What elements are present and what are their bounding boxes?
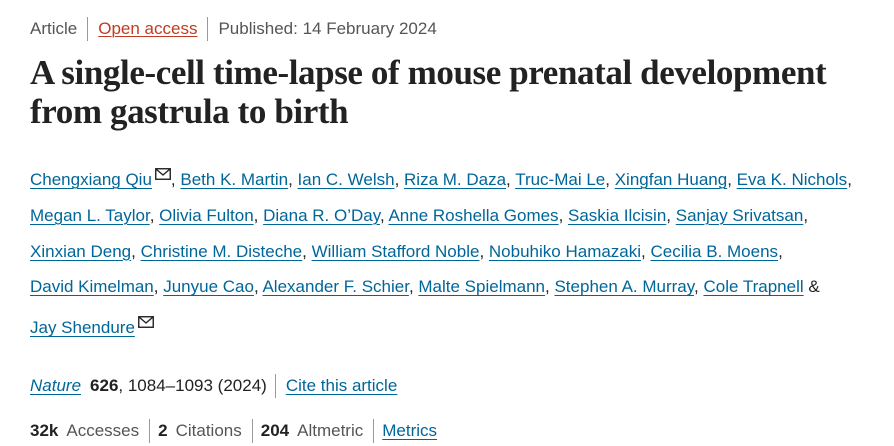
author-link[interactable]: Chengxiang Qiu	[30, 170, 152, 189]
author-link[interactable]: Ian C. Welsh	[297, 170, 395, 189]
mail-icon[interactable]	[154, 157, 171, 193]
author-list: Chengxiang Qiu, Beth K. Martin, Ian C. W…	[30, 157, 882, 346]
author-link[interactable]: Megan L. Taylor	[30, 205, 150, 225]
author-separator: ,	[803, 205, 809, 225]
author-link[interactable]: Stephen A. Murray	[554, 277, 695, 297]
author-separator: ,	[408, 277, 419, 297]
author-link[interactable]: Xinxian Deng	[30, 241, 132, 261]
author-separator: ,	[149, 205, 160, 225]
author-separator: ,	[131, 241, 141, 261]
author-link[interactable]: Beth K. Martin	[180, 170, 289, 189]
author-separator: ,	[778, 241, 783, 261]
metrics-link[interactable]: Metrics	[382, 420, 438, 440]
article-meta: Article Open access Published: 14 Februa…	[30, 14, 894, 44]
author-separator: ,	[253, 205, 264, 225]
author-separator: ,	[302, 241, 312, 261]
author-link[interactable]: Saskia Ilcisin	[568, 205, 667, 225]
divider	[207, 17, 209, 41]
divider	[251, 418, 253, 443]
divider	[87, 17, 89, 41]
published-date: Published: 14 February 2024	[218, 19, 437, 38]
author-link[interactable]: Jay Shendure	[30, 318, 135, 338]
author-link[interactable]: Sanjay Srivatsan	[675, 205, 804, 225]
divider	[149, 418, 151, 443]
mail-icon[interactable]	[137, 305, 154, 341]
author-conjunction: &	[808, 277, 820, 297]
author-link[interactable]: Cecilia B. Moens	[650, 241, 779, 261]
author-link[interactable]: Xingfan Huang	[614, 170, 728, 189]
article-type: Article	[30, 19, 78, 38]
author-separator: ,	[727, 170, 737, 189]
author-separator: ,	[394, 170, 405, 189]
author-separator: ,	[379, 205, 389, 225]
open-access-link[interactable]: Open access	[98, 19, 198, 38]
author-link[interactable]: Cole Trapnell	[703, 277, 804, 297]
author-link[interactable]: Olivia Fulton	[159, 205, 254, 225]
author-separator: ,	[641, 241, 651, 261]
article-title: A single-cell time-lapse of mouse prenat…	[30, 53, 827, 131]
author-separator: ,	[506, 170, 516, 189]
author-link[interactable]: Diana R. O’Day	[263, 205, 380, 225]
author-link[interactable]: Alexander F. Schier	[262, 277, 409, 297]
author-link[interactable]: Eva K. Nichols	[736, 170, 848, 189]
author-link[interactable]: Malte Spielmann	[418, 277, 546, 297]
author-link[interactable]: Anne Roshella Gomes	[388, 205, 559, 225]
author-link[interactable]: Riza M. Daza	[404, 170, 507, 189]
accesses-count: 32k	[30, 420, 59, 440]
volume: 626	[90, 375, 119, 395]
pages-year: , 1084–1093 (2024)	[118, 375, 267, 395]
divider	[373, 418, 375, 443]
author-separator: ,	[558, 205, 569, 225]
author-separator: ,	[605, 170, 615, 189]
author-separator: ,	[288, 170, 298, 189]
author-separator: ,	[694, 277, 704, 297]
metrics-row: 32k Accesses 2 Citations 204 Altmetric M…	[30, 416, 894, 446]
author-link[interactable]: Christine M. Disteche	[140, 241, 303, 261]
author-separator: ,	[847, 170, 852, 189]
accesses-label: Accesses	[66, 420, 140, 440]
author-link[interactable]: William Stafford Noble	[311, 241, 480, 261]
author-separator: ,	[170, 170, 181, 189]
cite-this-article-link[interactable]: Cite this article	[285, 375, 398, 395]
author-link[interactable]: Junyue Cao	[163, 277, 254, 297]
author-separator: ,	[153, 277, 164, 297]
author-link[interactable]: David Kimelman	[30, 277, 154, 297]
altmetric-count: 204	[260, 420, 290, 440]
altmetric-label: Altmetric	[297, 420, 364, 440]
author-link[interactable]: Truc-Mai Le	[515, 170, 606, 189]
citation-row: Nature 626 , 1084–1093 (2024) Cite this …	[30, 371, 894, 401]
citations-count: 2	[158, 420, 168, 440]
divider	[274, 373, 276, 398]
author-separator: ,	[253, 277, 263, 297]
author-separator: ,	[545, 277, 555, 297]
citations-label: Citations	[175, 420, 242, 440]
author-link[interactable]: Nobuhiko Hamazaki	[488, 241, 642, 261]
author-separator: ,	[666, 205, 676, 225]
author-separator: ,	[479, 241, 489, 261]
journal-link[interactable]: Nature	[30, 375, 82, 395]
